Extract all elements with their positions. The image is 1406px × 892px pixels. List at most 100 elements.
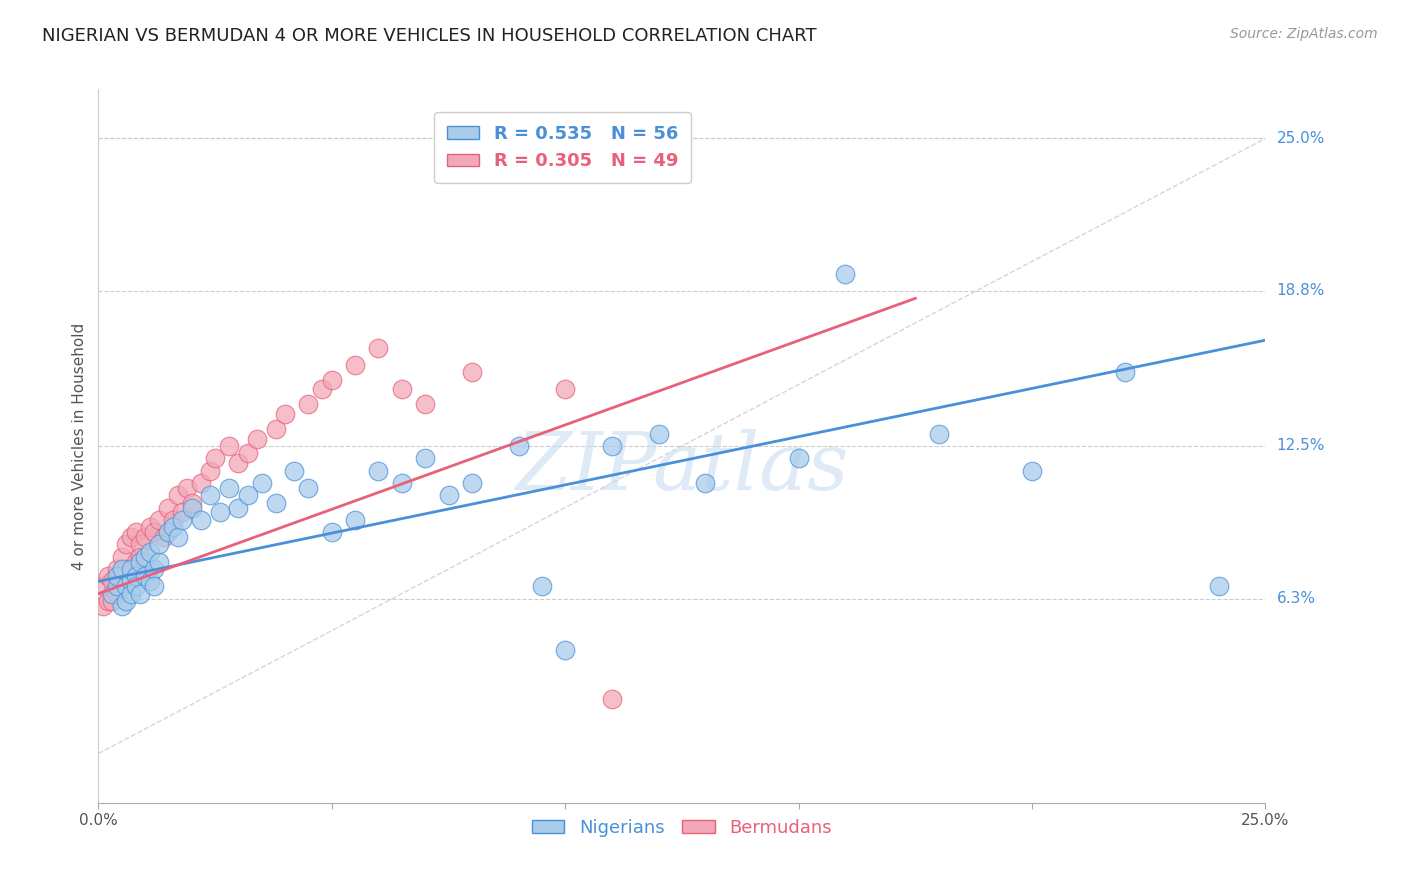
Point <box>157 500 180 515</box>
Point <box>437 488 460 502</box>
Point <box>344 358 367 372</box>
Text: 25.0%: 25.0% <box>1277 131 1324 146</box>
Point <box>166 530 188 544</box>
Point <box>172 513 194 527</box>
Point <box>148 555 170 569</box>
Point <box>367 464 389 478</box>
Point <box>134 555 156 569</box>
Point <box>413 451 436 466</box>
Point <box>1208 579 1230 593</box>
Point <box>105 587 128 601</box>
Point <box>236 446 259 460</box>
Point <box>695 475 717 490</box>
Point <box>105 562 128 576</box>
Point <box>321 373 343 387</box>
Point <box>139 574 162 589</box>
Point <box>129 537 152 551</box>
Point <box>111 549 134 564</box>
Point <box>120 562 142 576</box>
Point <box>143 579 166 593</box>
Point <box>1114 365 1136 379</box>
Point <box>928 426 950 441</box>
Point <box>530 579 553 593</box>
Text: 18.8%: 18.8% <box>1277 284 1324 299</box>
Point <box>111 579 134 593</box>
Point <box>111 562 134 576</box>
Point <box>125 579 148 593</box>
Point <box>321 525 343 540</box>
Point <box>250 475 273 490</box>
Point <box>97 569 120 583</box>
Point <box>283 464 305 478</box>
Point <box>152 530 174 544</box>
Text: NIGERIAN VS BERMUDAN 4 OR MORE VEHICLES IN HOUSEHOLD CORRELATION CHART: NIGERIAN VS BERMUDAN 4 OR MORE VEHICLES … <box>42 27 817 45</box>
Point <box>413 397 436 411</box>
Point <box>129 555 152 569</box>
Point <box>166 488 188 502</box>
Point <box>311 383 333 397</box>
Point <box>787 451 810 466</box>
Point <box>297 397 319 411</box>
Point <box>120 574 142 589</box>
Point <box>180 500 202 515</box>
Point <box>91 579 114 593</box>
Point <box>264 422 287 436</box>
Point <box>218 481 240 495</box>
Point <box>1021 464 1043 478</box>
Point <box>274 407 297 421</box>
Point <box>176 481 198 495</box>
Point <box>391 475 413 490</box>
Point <box>162 520 184 534</box>
Point <box>647 426 669 441</box>
Point <box>101 574 124 589</box>
Point <box>190 475 212 490</box>
Point <box>143 525 166 540</box>
Point <box>236 488 259 502</box>
Point <box>134 549 156 564</box>
Point <box>218 439 240 453</box>
Point <box>139 520 162 534</box>
Point <box>600 692 623 706</box>
Point <box>190 513 212 527</box>
Point <box>200 488 222 502</box>
Point <box>554 643 576 657</box>
Point <box>228 500 250 515</box>
Point <box>148 537 170 551</box>
Point <box>461 475 484 490</box>
Point <box>105 579 128 593</box>
Point <box>111 599 134 613</box>
Point <box>120 569 142 583</box>
Legend: Nigerians, Bermudans: Nigerians, Bermudans <box>524 812 839 844</box>
Point <box>91 599 114 613</box>
Point <box>115 579 138 593</box>
Point <box>129 549 152 564</box>
Point <box>344 513 367 527</box>
Point <box>204 451 226 466</box>
Point <box>600 439 623 453</box>
Point <box>246 432 269 446</box>
Point <box>115 537 138 551</box>
Text: 12.5%: 12.5% <box>1277 439 1324 453</box>
Y-axis label: 4 or more Vehicles in Household: 4 or more Vehicles in Household <box>72 322 87 570</box>
Point <box>508 439 530 453</box>
Point <box>125 569 148 583</box>
Point <box>157 525 180 540</box>
Point <box>139 545 162 559</box>
Point <box>180 495 202 509</box>
Point <box>134 530 156 544</box>
Text: Source: ZipAtlas.com: Source: ZipAtlas.com <box>1230 27 1378 41</box>
Point <box>105 569 128 583</box>
Point <box>143 562 166 576</box>
Point <box>115 594 138 608</box>
Point <box>264 495 287 509</box>
Point <box>134 569 156 583</box>
Point <box>554 383 576 397</box>
Point <box>129 587 152 601</box>
Point <box>162 513 184 527</box>
Point <box>120 530 142 544</box>
Point <box>97 594 120 608</box>
Text: 6.3%: 6.3% <box>1277 591 1316 606</box>
Point <box>120 587 142 601</box>
Point <box>148 513 170 527</box>
Point <box>200 464 222 478</box>
